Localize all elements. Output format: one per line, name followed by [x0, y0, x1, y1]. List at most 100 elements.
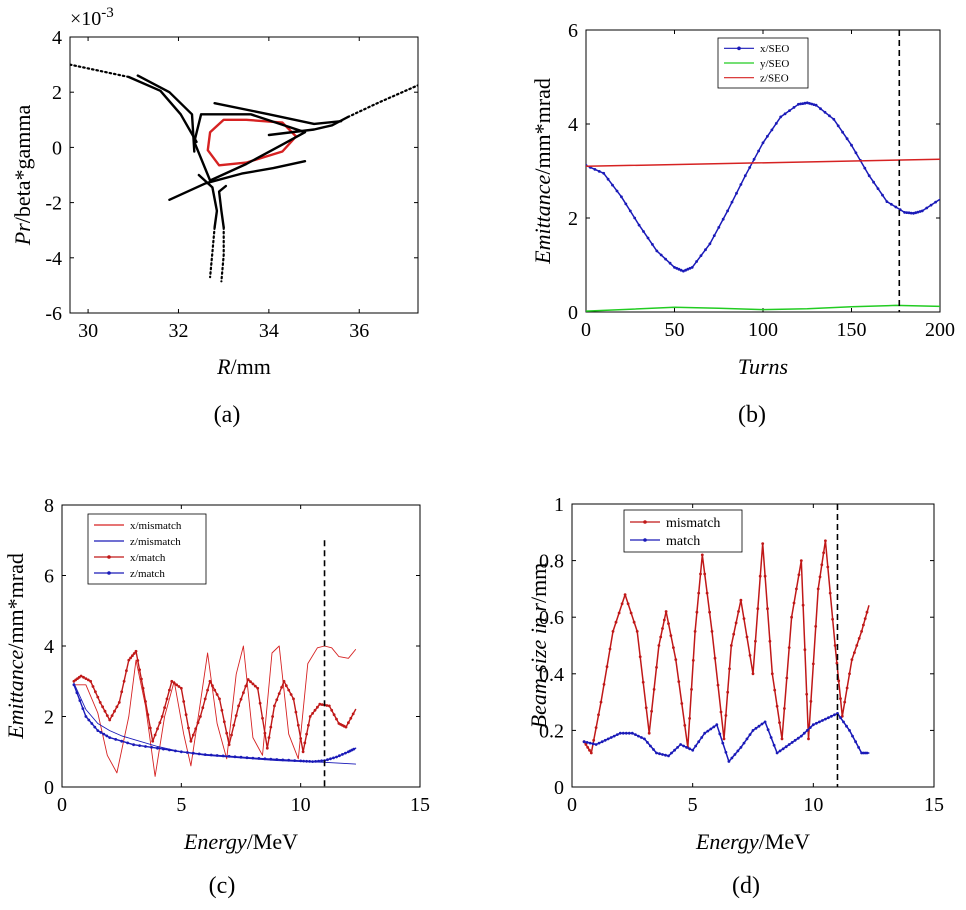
series-marker: [857, 637, 861, 640]
series-marker: [688, 717, 691, 720]
series-marker: [78, 699, 82, 702]
series-marker: [721, 217, 725, 221]
series-marker: [265, 746, 269, 750]
series-marker: [90, 722, 94, 725]
x-axis-label-unit: /mm: [231, 354, 271, 379]
plot-frame: [69, 36, 419, 314]
series-marker: [320, 703, 324, 706]
series-marker: [330, 708, 334, 712]
series-marker: [256, 686, 260, 690]
series-marker: [197, 752, 201, 756]
series-marker: [828, 114, 831, 118]
series-marker: [82, 675, 85, 679]
x-tick-label: 10: [803, 794, 823, 816]
x-tick-label: 15: [410, 794, 430, 816]
series-marker: [141, 686, 145, 690]
series-marker: [242, 691, 245, 695]
series-marker: [674, 658, 678, 661]
series-marker: [191, 751, 195, 755]
y-tick-label: 0: [554, 777, 564, 799]
y-axis-label-unit: /mm*mrad: [530, 78, 555, 175]
series-marker: [839, 697, 842, 700]
series-marker: [713, 656, 717, 660]
series-marker: [275, 698, 279, 702]
legend-label: x/mismatch: [130, 520, 182, 532]
series-marker: [699, 254, 703, 257]
series-marker: [94, 690, 97, 694]
series-group: [72, 645, 357, 777]
series-marker: [239, 697, 243, 701]
series-marker: [138, 744, 142, 747]
series-marker: [284, 684, 288, 688]
series-marker: [332, 756, 335, 760]
series-marker: [914, 211, 918, 215]
x-axis-label: Energy/MeV: [183, 829, 298, 854]
series-marker: [589, 751, 593, 755]
series-marker: [724, 750, 728, 754]
series-marker: [652, 748, 655, 751]
series-marker: [757, 724, 761, 728]
series-marker: [833, 644, 837, 647]
series-branch-upper-left-2: [136, 74, 196, 153]
series-marker: [187, 726, 190, 730]
series-marker: [799, 102, 802, 106]
series-marker: [646, 741, 649, 744]
series-marker: [918, 210, 922, 213]
series-marker: [87, 718, 91, 722]
series-marker: [822, 551, 825, 555]
series-marker: [349, 716, 353, 720]
series-marker: [122, 679, 126, 683]
legend-label: x/SEO: [760, 43, 789, 55]
series-marker: [302, 759, 305, 763]
series-marker: [644, 706, 648, 710]
series-marker: [797, 573, 801, 577]
x-tick-label: 5: [688, 794, 698, 816]
series-marker: [912, 211, 915, 215]
y-tick-label: 2: [52, 82, 62, 104]
series-marker: [191, 733, 195, 737]
series-marker: [799, 734, 803, 738]
series-marker: [588, 741, 592, 745]
series-marker: [215, 693, 219, 696]
series-marker: [770, 672, 774, 676]
series-marker: [727, 760, 731, 763]
series-marker: [894, 205, 898, 209]
series-marker: [808, 726, 812, 729]
y-axis-label-italic: Beam size in: [526, 612, 551, 729]
series-marker: [313, 708, 317, 712]
series-closed-orbit: [206, 118, 298, 167]
series-marker: [344, 751, 347, 755]
series-marker: [91, 685, 95, 688]
series-marker: [848, 729, 851, 732]
series-marker: [790, 615, 793, 619]
series-marker: [708, 610, 711, 614]
series-marker: [635, 630, 639, 633]
y-tick-label: -6: [45, 303, 62, 325]
x-axis-label: R/mm: [216, 354, 271, 379]
series-marker: [632, 620, 636, 624]
y-axis-label-italic: Pr: [10, 223, 35, 246]
series-marker: [203, 753, 207, 756]
series-marker: [842, 720, 845, 724]
series-marker: [827, 716, 830, 720]
series-marker: [177, 685, 181, 688]
series-marker: [615, 733, 619, 736]
series-marker: [209, 753, 213, 757]
series-marker: [282, 679, 286, 683]
series-marker: [652, 688, 656, 691]
series-marker: [733, 753, 737, 756]
series-marker: [617, 611, 621, 615]
series-marker: [299, 737, 303, 740]
series-marker: [591, 742, 595, 746]
series-marker: [836, 124, 840, 128]
series-marker: [821, 719, 824, 722]
series-marker: [830, 714, 833, 718]
series-marker: [669, 634, 673, 637]
series-marker: [597, 713, 600, 717]
series-marker: [788, 109, 791, 112]
series-marker: [93, 725, 97, 729]
series-marker: [748, 654, 752, 657]
panel-caption: (b): [738, 402, 766, 428]
panel-caption: (d): [732, 873, 760, 899]
